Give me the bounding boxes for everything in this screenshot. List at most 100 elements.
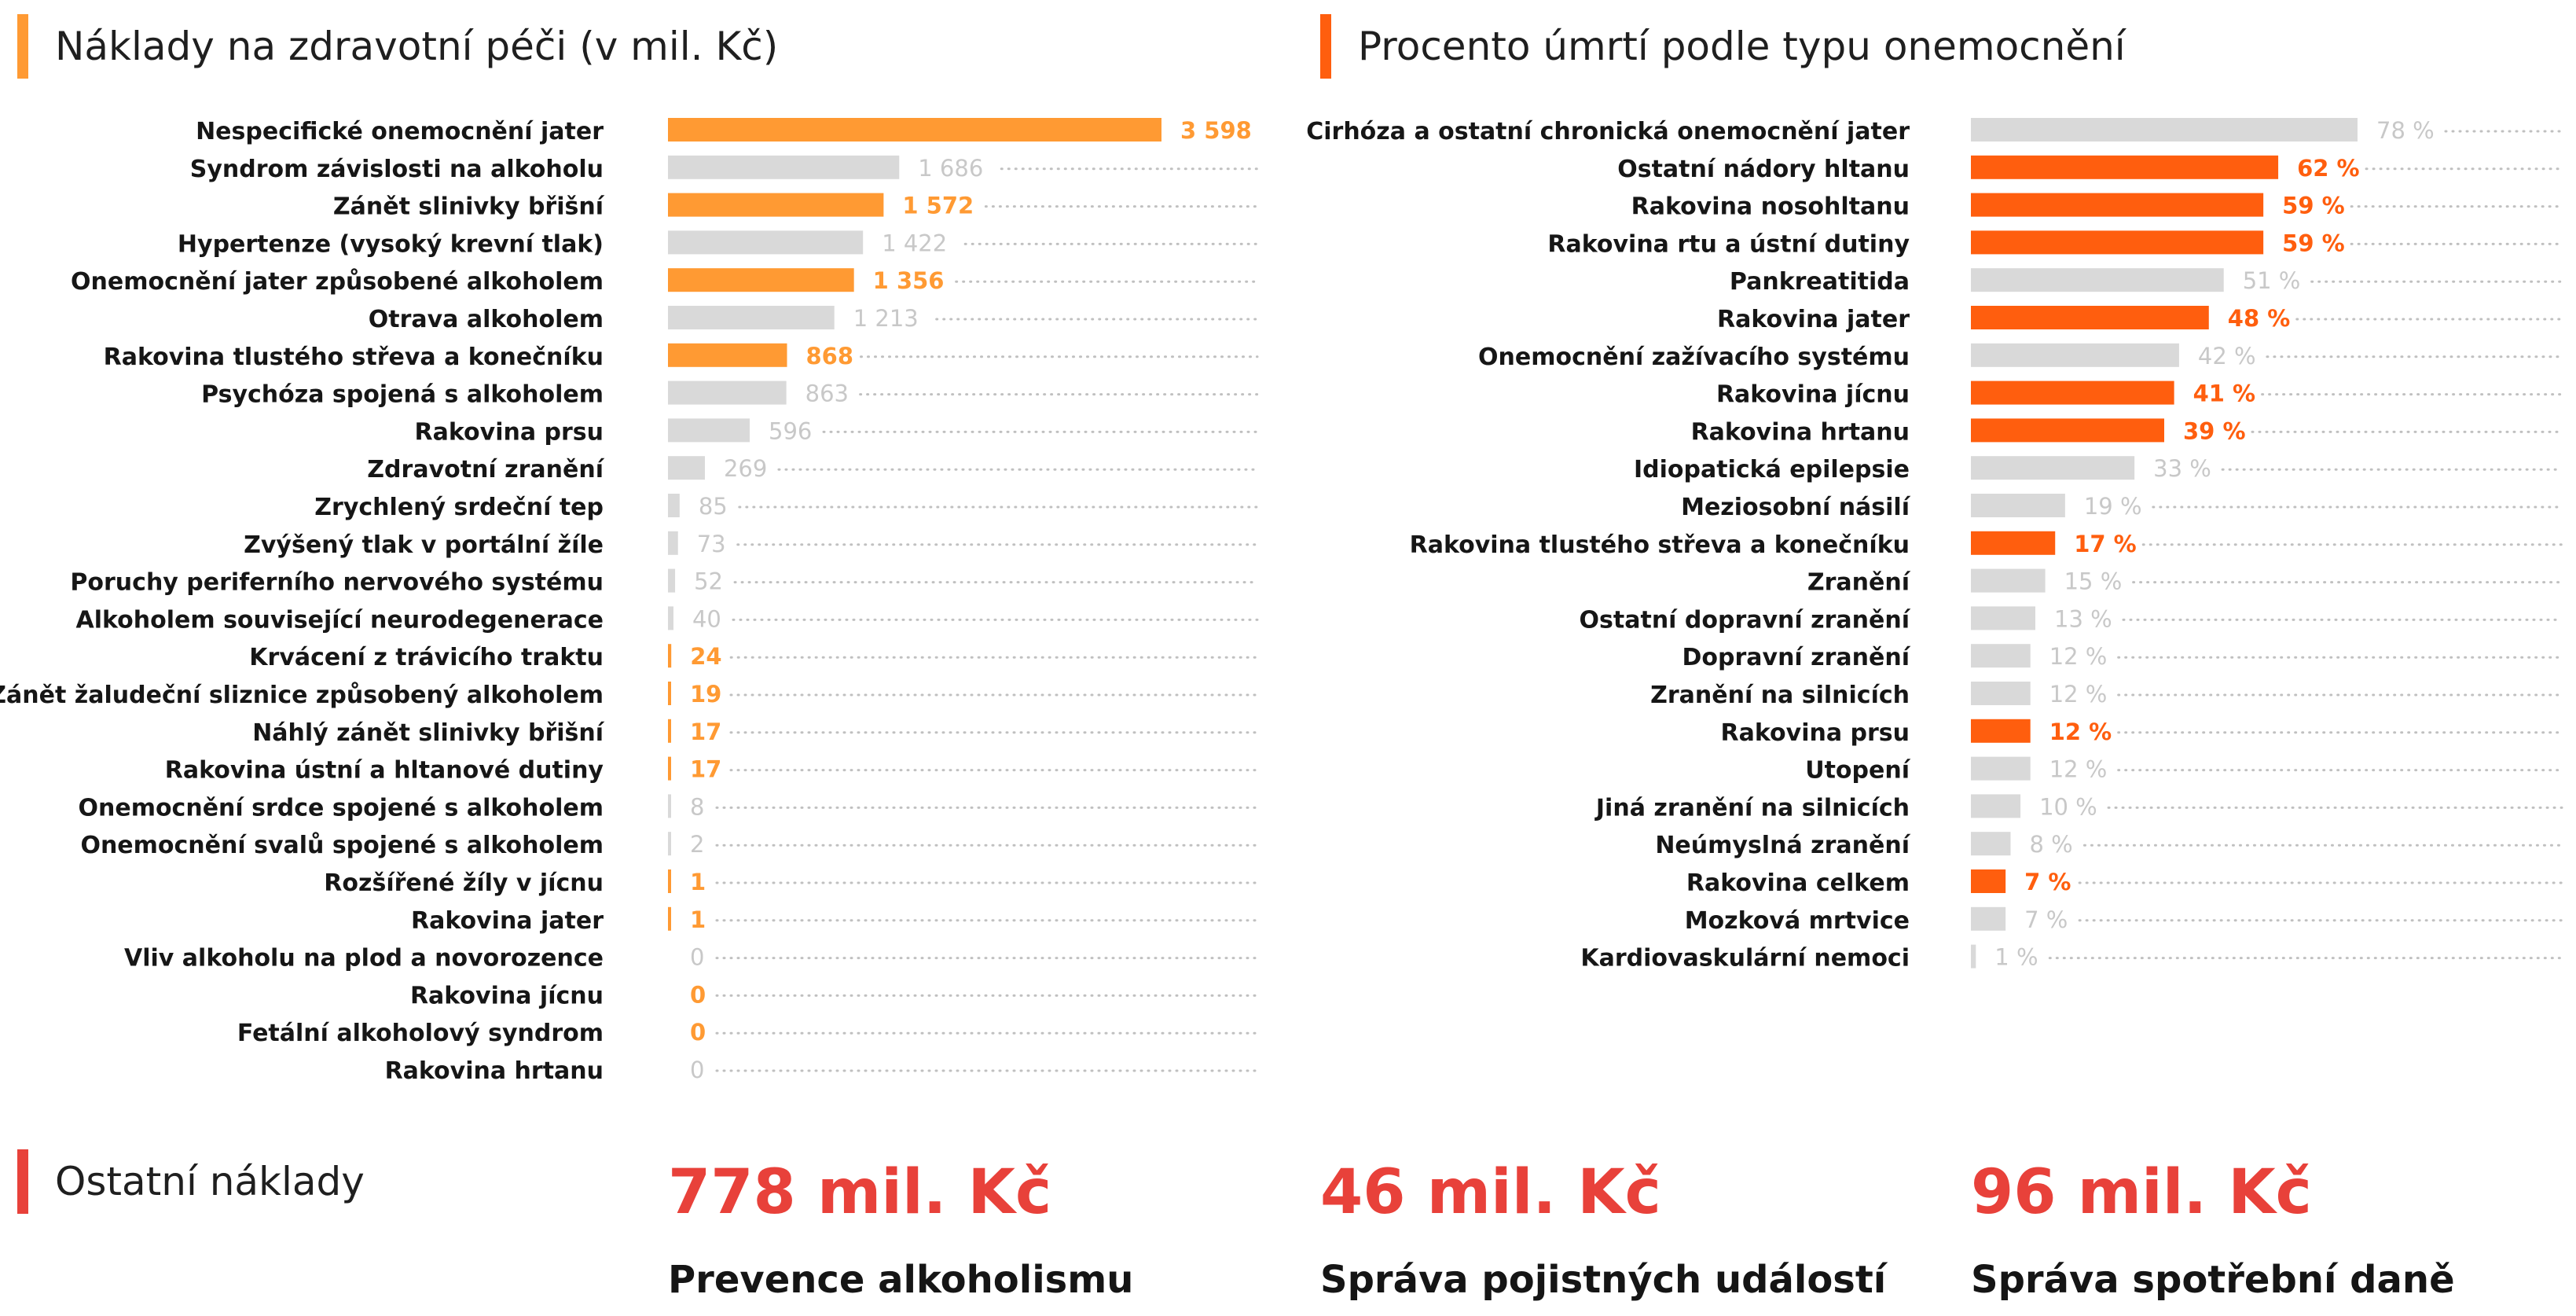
death-percent-value-label: 51 %	[2243, 267, 2301, 294]
death-percent-bar	[1971, 869, 2006, 893]
death-percent-bar	[1971, 343, 2179, 367]
health-costs-category-label: Poruchy periferního nervového systému	[70, 569, 604, 597]
kpi-label-claims: Správa pojistných událostí	[1320, 1258, 1887, 1302]
health-costs-value-label: 40	[692, 605, 721, 632]
death-percent-bar	[1971, 794, 2021, 818]
death-percent-bar	[1971, 944, 1976, 969]
death-percent-category-label: Idiopatická epilepsie	[1634, 456, 1910, 483]
death-percent-title-block: Procento úmrtí podle typu onemocnění	[1320, 14, 2126, 79]
health-costs-value-label: 1 572	[902, 193, 974, 219]
health-costs-bar	[668, 155, 900, 179]
death-percent-title: Procento úmrtí podle typu onemocnění	[1358, 24, 2126, 69]
health-costs-category-label: Zdravotní zranění	[367, 456, 604, 483]
death-percent-value-label: 1 %	[1994, 944, 2038, 971]
death-percent-bar	[1971, 756, 2031, 781]
death-percent-category-label: Pankreatitida	[1730, 268, 1910, 296]
health-costs-value-label: 0	[690, 981, 706, 1008]
health-costs-chart: Nespecifické onemocnění jater 3 598 Syndro…	[0, 117, 1259, 1085]
death-percent-value-label: 12 %	[2049, 643, 2108, 670]
death-percent-bar	[1971, 230, 2264, 255]
health-costs-value-label: 1 686	[918, 155, 983, 182]
health-costs-category-label: Rakovina jícnu	[410, 982, 604, 1009]
death-percent-category-label: Rakovina hrtanu	[1691, 418, 1910, 446]
health-costs-category-label: Vliv alkoholu na plod a novorozence	[124, 945, 604, 972]
death-percent-category-label: Rakovina prsu	[1721, 719, 1910, 747]
health-costs-bar	[668, 418, 750, 443]
death-percent-category-label: Ostatní nádory hltanu	[1617, 156, 1910, 183]
death-percent-category-label: Kardiovaskulární nemoci	[1580, 945, 1910, 972]
health-costs-value-label: 17	[690, 756, 721, 783]
other-costs-title-block: Ostatní náklady	[17, 1149, 365, 1214]
health-costs-value-label: 85	[699, 493, 728, 520]
death-percent-bar	[1971, 418, 2164, 443]
health-costs-bar	[668, 531, 678, 555]
health-costs-value-label: 0	[690, 1057, 704, 1083]
death-percent-value-label: 48 %	[2228, 305, 2291, 332]
death-percent-value-label: 39 %	[2183, 417, 2246, 444]
death-percent-category-label: Onemocnění zažívacího systému	[1478, 344, 1910, 371]
kpi-value-claims: 46 mil. Kč	[1320, 1157, 1661, 1228]
death-percent-category-label: Meziosobní násilí	[1681, 494, 1911, 521]
death-percent-category-label: Zranění na silnicích	[1650, 682, 1910, 709]
health-costs-category-label: Rozšířené žíly v jícnu	[324, 869, 604, 897]
health-costs-value-label: 269	[724, 455, 767, 482]
health-costs-title-block: Náklady na zdravotní péči (v mil. Kč)	[17, 14, 778, 79]
death-percent-category-label: Neúmyslná zranění	[1655, 832, 1910, 859]
kpi-value-excise: 96 mil. Kč	[1971, 1157, 2312, 1228]
health-costs-bar	[668, 494, 680, 517]
health-costs-category-label: Alkoholem související neurodegenerace	[76, 606, 604, 634]
death-percent-category-label: Jiná zranění na silnicích	[1594, 794, 1910, 822]
death-percent-bar	[1971, 380, 2174, 405]
health-costs-category-label: Krvácení z trávicího traktu	[249, 644, 604, 671]
death-percent-bar	[1971, 719, 2031, 743]
health-costs-bar	[668, 644, 672, 668]
death-percent-bar	[1971, 193, 2264, 217]
kpi-label-prevention: Prevence alkoholismu	[668, 1258, 1134, 1302]
health-costs-value-label: 24	[690, 643, 721, 670]
health-costs-category-label: Onemocnění svalů spojené s alkoholem	[80, 831, 604, 859]
health-costs-bar	[668, 906, 671, 931]
death-percent-value-label: 17 %	[2074, 531, 2137, 557]
kpi-label-excise: Správa spotřební daně	[1971, 1258, 2455, 1302]
health-costs-category-label: Zvýšený tlak v portální žíle	[244, 531, 604, 559]
death-percent-chart: Cirhóza a ostatní chronická onemocnění j…	[1306, 117, 2563, 972]
health-costs-value-label: 596	[769, 417, 812, 444]
health-costs-value-label: 1 356	[873, 267, 945, 294]
title-accent-bar	[17, 14, 28, 79]
death-percent-value-label: 15 %	[2064, 568, 2123, 595]
death-percent-bar	[1971, 906, 2006, 931]
health-costs-category-label: Psychóza spojená s alkoholem	[201, 381, 604, 409]
death-percent-category-label: Mozková mrtvice	[1685, 907, 1910, 935]
death-percent-category-label: Rakovina jater	[1717, 306, 1910, 333]
health-costs-value-label: 0	[690, 944, 704, 971]
death-percent-category-label: Dopravní zranění	[1682, 644, 1910, 671]
health-costs-category-label: Zánět žaludeční sliznice způsobený alkoh…	[0, 681, 604, 709]
death-percent-value-label: 7 %	[2024, 869, 2071, 895]
death-percent-bar	[1971, 306, 2209, 329]
health-costs-bar	[668, 568, 676, 593]
health-costs-bar	[668, 456, 705, 480]
health-costs-bar	[668, 869, 671, 893]
death-percent-bar	[1971, 118, 2358, 142]
health-costs-bar	[668, 606, 673, 630]
death-percent-value-label: 10 %	[2039, 793, 2097, 820]
health-costs-value-label: 868	[806, 343, 854, 369]
health-costs-value-label: 19	[690, 681, 721, 708]
health-costs-category-label: Nespecifické onemocnění jater	[196, 118, 604, 145]
death-percent-value-label: 33 %	[2153, 455, 2211, 482]
death-percent-bar	[1971, 606, 2035, 630]
death-percent-bar	[1971, 682, 2031, 705]
health-costs-bar	[668, 268, 854, 292]
death-percent-value-label: 78 %	[2376, 117, 2435, 144]
health-costs-category-label: Hypertenze (vysoký krevní tlak)	[178, 230, 604, 258]
death-percent-bar	[1971, 531, 2056, 555]
health-costs-value-label: 0	[690, 1019, 706, 1046]
health-costs-category-label: Rakovina ústní a hltanové dutiny	[165, 757, 604, 785]
health-costs-category-label: Onemocnění srdce spojené s alkoholem	[78, 794, 604, 822]
health-costs-bar	[668, 306, 835, 329]
health-costs-value-label: 73	[697, 531, 726, 557]
health-costs-category-label: Rakovina tlustého střeva a konečníku	[104, 344, 604, 371]
death-percent-value-label: 42 %	[2198, 343, 2256, 369]
death-percent-bar	[1971, 832, 2011, 856]
health-costs-category-label: Náhlý zánět slinivky břišní	[252, 719, 605, 747]
